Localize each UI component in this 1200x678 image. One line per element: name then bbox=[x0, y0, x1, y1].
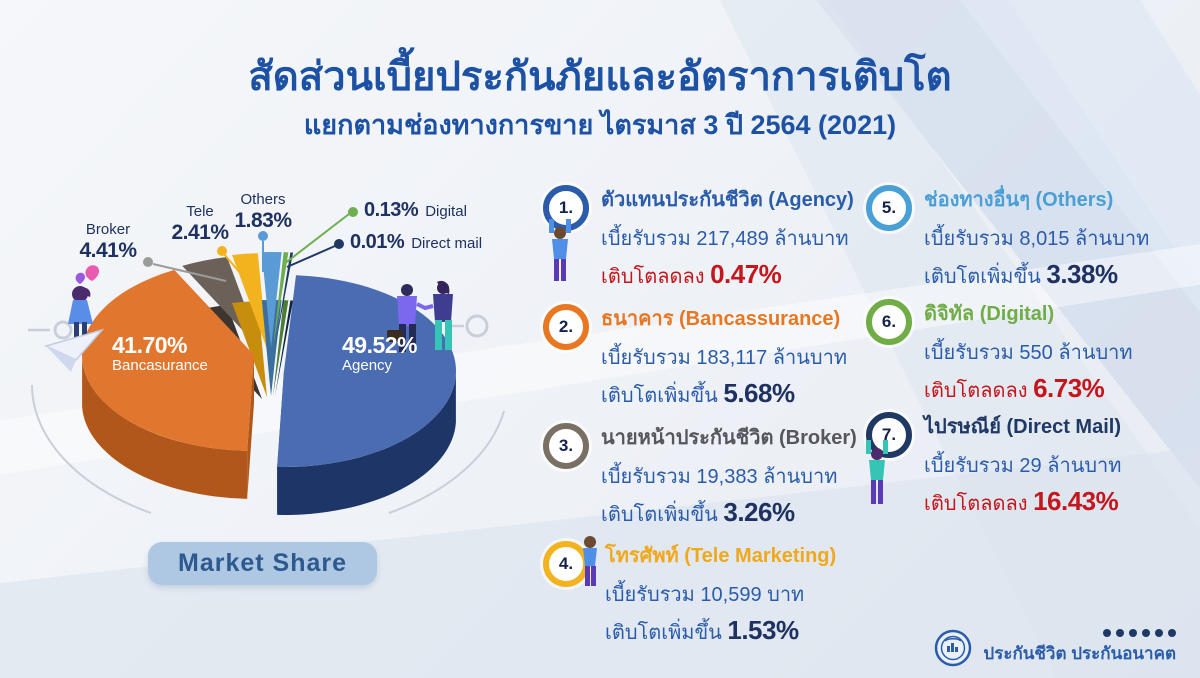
market-share-badge: Market Share bbox=[148, 542, 378, 585]
channel-premium: เบี้ยรับรวม 19,383 ล้านบาท bbox=[601, 466, 838, 488]
channel-number-badge: 6. bbox=[866, 299, 912, 345]
channel-item-others: 5. ช่องทางอื่นๆ (Others) เบี้ยรับรวม 8,0… bbox=[866, 183, 1186, 292]
channel-number-badge: 2. bbox=[543, 304, 589, 350]
channel-growth: เติบโตเพิ่มขึ้น 1.53% bbox=[605, 615, 799, 645]
person-illustration bbox=[549, 219, 571, 281]
channel-premium: เบี้ยรับรวม 217,489 ล้านบาท bbox=[601, 228, 849, 250]
brand-footer: ประกันชีวิต ประกันอนาคต bbox=[933, 628, 1176, 668]
channel-item-agency: 1. ตัวแทนประกันชีวิต (Agency) เบี้ยรับรว… bbox=[543, 183, 863, 292]
channel-premium: เบี้ยรับรวม 8,015 ล้านบาท bbox=[924, 228, 1150, 250]
channel-premium: เบี้ยรับรวม 550 ล้านบาท bbox=[924, 342, 1133, 364]
channel-number-badge: 5. bbox=[866, 185, 912, 231]
page-title: สัดส่วนเบี้ยประกันภัยและอัตราการเติบโต bbox=[248, 55, 952, 99]
channel-title: ธนาคาร (Bancassurance) bbox=[601, 308, 841, 330]
channel-premium: เบี้ยรับรวม 29 ล้านบาท bbox=[924, 455, 1122, 477]
channel-growth: เติบโตเพิ่มขึ้น 3.26% bbox=[601, 497, 795, 527]
channel-number-badge: 3. bbox=[543, 423, 589, 469]
channel-item-direct-mail: 7. ไปรษณีย์ (Direct Mail) เบี้ยรับรวม 29… bbox=[866, 410, 1186, 519]
callout-digital: 0.13% Digital bbox=[364, 199, 467, 221]
channel-growth: เติบโตลดลง 0.47% bbox=[601, 259, 782, 289]
channel-item-bancassurance: 2. ธนาคาร (Bancassurance) เบี้ยรับรวม 18… bbox=[543, 302, 863, 411]
callout-tele: Tele 2.41% bbox=[171, 203, 229, 244]
callout-direct-mail: 0.01% Direct mail bbox=[350, 231, 483, 253]
person-illustration bbox=[583, 536, 597, 586]
channel-title: ไปรษณีย์ (Direct Mail) bbox=[924, 416, 1121, 438]
pie-callout-lines bbox=[143, 207, 358, 282]
businesspeople-illustration bbox=[387, 280, 453, 352]
channel-growth: เติบโตเพิ่มขึ้น 5.68% bbox=[601, 378, 795, 408]
callout-others: Others 1.83% bbox=[234, 191, 292, 232]
callout-broker: Broker 4.41% bbox=[79, 221, 137, 262]
channel-growth: เติบโตเพิ่มขึ้น 3.38% bbox=[924, 259, 1118, 289]
page-subtitle: แยกตามช่องทางการขาย ไตรมาส 3 ปี 2564 (20… bbox=[303, 110, 897, 140]
channel-growth: เติบโตลดลง 6.73% bbox=[924, 373, 1105, 403]
handle-circle-right bbox=[465, 314, 489, 338]
pie-chart-panel: 41.70% Bancasurance 49.52% Agency Broker… bbox=[20, 180, 540, 620]
brand-dots bbox=[1103, 629, 1176, 637]
channel-title: นายหน้าประกันชีวิต (Broker) bbox=[601, 427, 857, 449]
channel-item-tele: 4. โทรศัพท์ (Tele Marketing) เบี้ยรับรวม… bbox=[543, 536, 863, 648]
channel-title: ดิจิทัล (Digital) bbox=[924, 303, 1055, 325]
channel-growth: เติบโตลดลง 16.43% bbox=[924, 486, 1119, 516]
channel-item-broker: 3. นายหน้าประกันชีวิต (Broker) เบี้ยรับร… bbox=[543, 421, 863, 530]
person-illustration bbox=[866, 440, 888, 504]
channel-title: โทรศัพท์ (Tele Marketing) bbox=[605, 545, 837, 567]
channel-item-digital: 6. ดิจิทัล (Digital) เบี้ยรับรวม 550 ล้า… bbox=[866, 297, 1186, 406]
channel-title: ช่องทางอื่นๆ (Others) bbox=[924, 189, 1114, 211]
channel-premium: เบี้ยรับรวม 10,599 บาท bbox=[605, 584, 805, 606]
company-logo-icon bbox=[935, 629, 972, 667]
slice-label-agency: 49.52% Agency bbox=[342, 332, 418, 374]
brand-slogan: ประกันชีวิต ประกันอนาคต bbox=[983, 644, 1176, 663]
channel-premium: เบี้ยรับรวม 183,117 ล้านบาท bbox=[601, 347, 848, 369]
handle-circle-left bbox=[53, 320, 73, 340]
slice-label-bancasurance: 41.70% Bancasurance bbox=[112, 332, 208, 374]
person-paper-plane-illustration bbox=[43, 265, 105, 372]
channel-title: ตัวแทนประกันชีวิต (Agency) bbox=[601, 189, 854, 211]
